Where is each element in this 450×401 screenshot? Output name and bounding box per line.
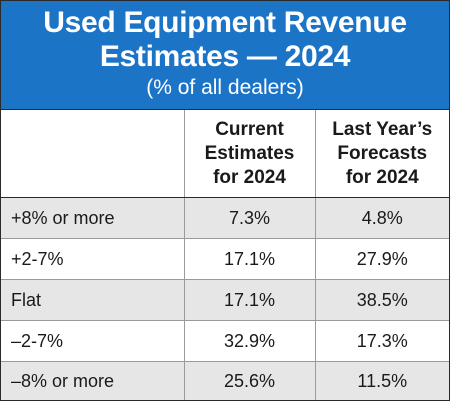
column-header-current: Current Estimates for 2024 (184, 110, 316, 198)
cell-last-year: 11.5% (315, 361, 449, 400)
column-header-last-year-line-3: for 2024 (345, 166, 419, 188)
cell-last-year: 4.8% (315, 197, 449, 239)
cell-last-year: 38.5% (315, 279, 449, 321)
table-header: Used Equipment Revenue Estimates — 2024 … (1, 1, 449, 110)
cell-last-year: 27.9% (315, 238, 449, 280)
title-line-1: Used Equipment Revenue (43, 6, 407, 39)
row-label: –8% or more (1, 361, 185, 400)
cell-current: 7.3% (184, 197, 316, 239)
cell-current: 25.6% (184, 361, 316, 400)
column-header-last-year-line-2: Forecasts (337, 142, 428, 164)
table-row: +2-7% 17.1% 27.9% (1, 238, 449, 280)
row-label: –2-7% (1, 320, 185, 362)
data-table: Current Estimates for 2024 Last Year’s F… (1, 110, 449, 400)
column-header-last-year: Last Year’s Forecasts for 2024 (315, 110, 449, 198)
column-header-last-year-line-1: Last Year’s (332, 118, 433, 140)
table-row: –2-7% 32.9% 17.3% (1, 320, 449, 362)
title-line-2: Estimates — 2024 (99, 40, 351, 73)
column-header-current-line-1: Current (215, 118, 284, 140)
column-header-row: Current Estimates for 2024 Last Year’s F… (1, 110, 449, 198)
table-row: +8% or more 7.3% 4.8% (1, 197, 449, 239)
cell-current: 17.1% (184, 238, 316, 280)
corner-cell (1, 110, 185, 198)
subtitle: (% of all dealers) (146, 76, 304, 99)
table-row: Flat 17.1% 38.5% (1, 279, 449, 321)
column-header-current-line-2: Estimates (204, 142, 295, 164)
cell-current: 17.1% (184, 279, 316, 321)
row-label: +2-7% (1, 238, 185, 280)
row-label: +8% or more (1, 197, 185, 239)
row-label: Flat (1, 279, 185, 321)
cell-current: 32.9% (184, 320, 316, 362)
cell-last-year: 17.3% (315, 320, 449, 362)
column-header-current-line-3: for 2024 (213, 166, 286, 188)
table-row: –8% or more 25.6% 11.5% (1, 361, 449, 400)
